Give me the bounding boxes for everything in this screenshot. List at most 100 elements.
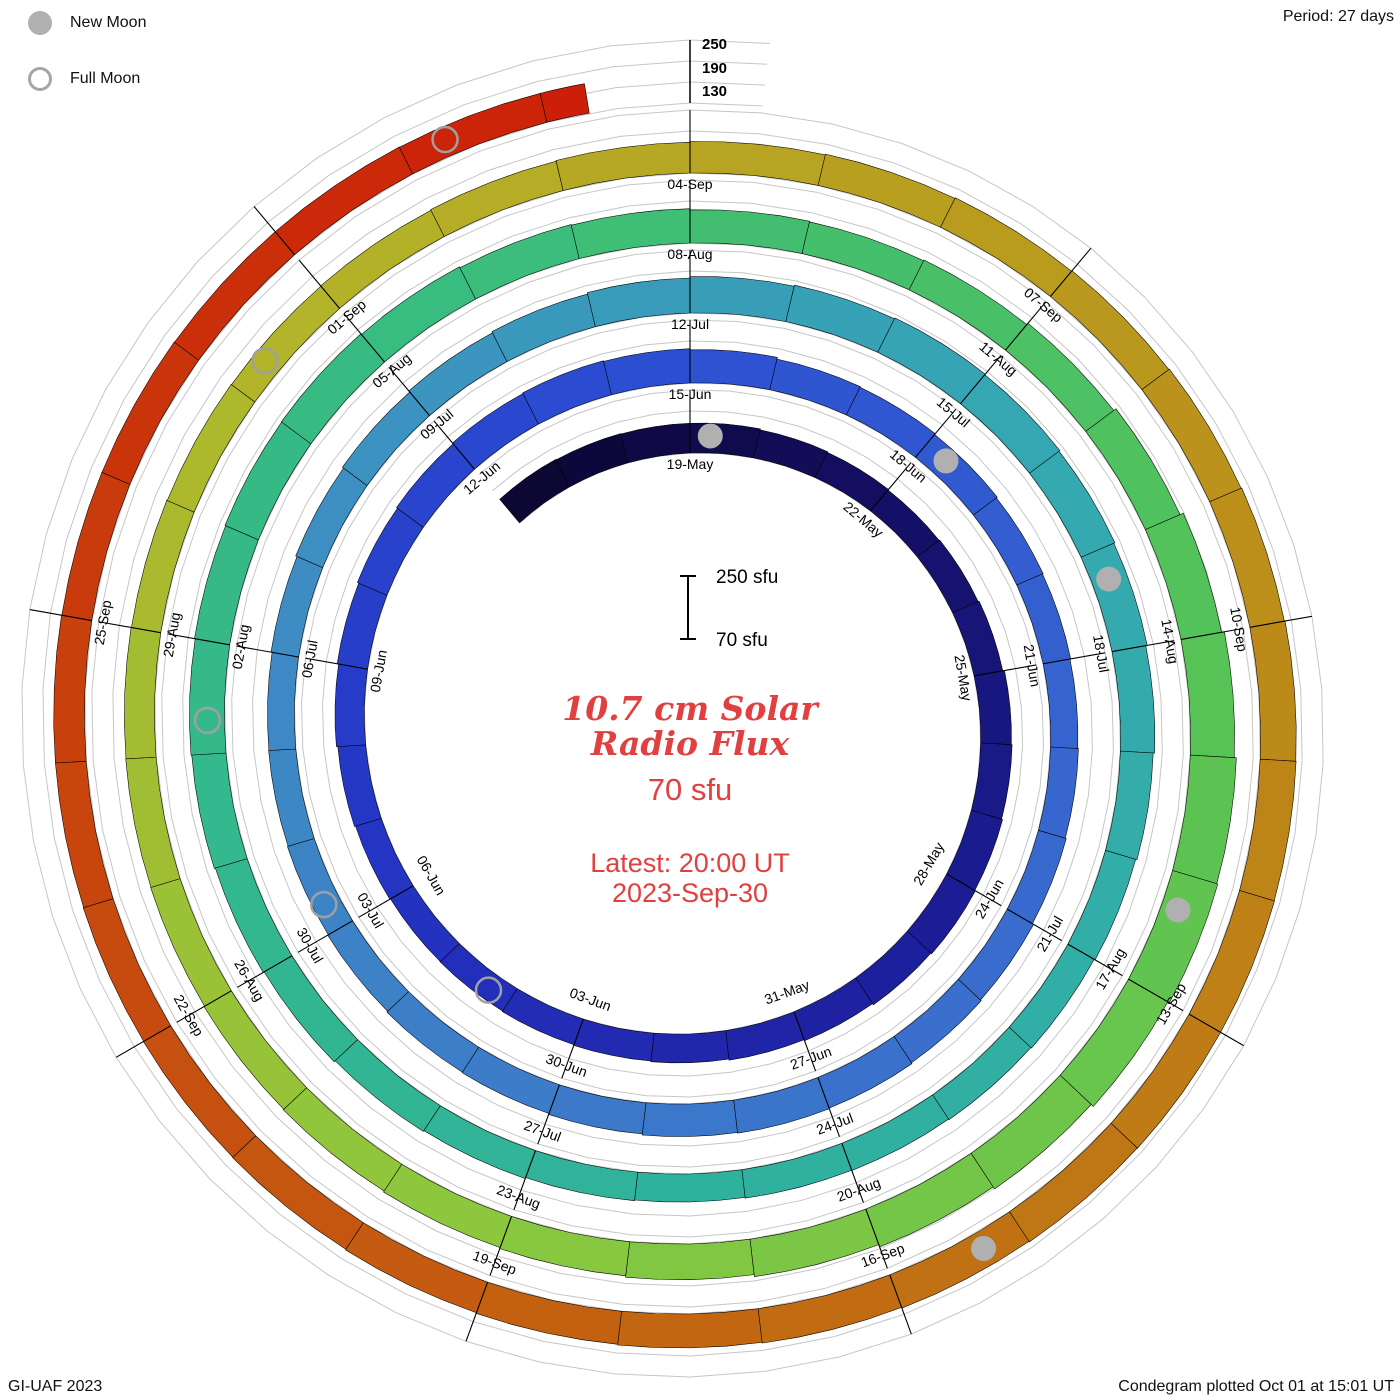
scale-top-label: 250 sfu [716,567,778,588]
period-label: Period: 27 days [1282,8,1394,25]
day-boundary-tick [388,366,430,416]
day-boundary-tick [865,1208,888,1269]
date-label: 10-Sep [1227,606,1251,653]
flux-day-segment [430,160,564,237]
full-moon-marker [251,347,279,375]
date-label: 20-Aug [835,1174,883,1204]
scale-bottom-label: 70 sfu [716,630,768,651]
flux-day-segment [1085,408,1181,530]
day-boundary-tick [793,1011,817,1072]
day-boundary-tick [1249,615,1313,628]
day-boundary-tick [297,920,353,953]
date-label: 15-Jun [669,386,712,402]
flux-day-segment [1172,754,1237,885]
date-label: 14-Aug [1158,618,1182,665]
day-boundary-tick [1180,627,1244,640]
day-boundary-tick [870,462,912,512]
flux-day-segment [1209,487,1285,628]
moon-legend: New Moon Full Moon [28,8,146,120]
new-moon-icon [28,11,52,35]
date-label: 12-Jul [671,316,709,332]
flux-day-segment [757,1274,902,1344]
flux-day-segment [459,224,580,300]
flux-day-segment [191,752,248,869]
flux-day-segment [499,458,571,524]
day-boundary-tick [237,955,293,988]
flux-day-segment [817,1036,913,1109]
day-boundary-tick [98,621,161,634]
flux-day-segment [1006,829,1067,925]
full-moon-label: Full Moon [70,70,141,87]
flux-day-segment [749,1208,880,1278]
day-boundary-tick [29,609,92,622]
flux-day-segment [1105,750,1154,861]
date-label: 09-Jun [367,649,390,694]
flux-day-segment [131,499,195,634]
date-label: 30-Jun [544,1050,590,1080]
day-boundary-tick [298,259,340,309]
date-label: 03-Jun [568,984,614,1014]
flux-day-segment [573,1018,655,1062]
day-boundary-tick [236,645,299,658]
day-boundary-tick [1128,978,1184,1012]
flux-day-segment [361,266,476,363]
flux-day-segment [491,293,596,362]
flux-day-segment [841,1094,949,1171]
date-label: 18-Jul [1090,633,1112,673]
date-label: 03-Jul [354,890,387,931]
date-label: 06-Jun [414,853,449,898]
flux-day-segment [932,1026,1032,1121]
credit-label: GI-UAF 2023 [8,1378,103,1395]
moon-marker-layer [193,125,1191,1261]
day-boundary-tick [253,206,295,256]
date-label: 23-Aug [495,1181,543,1211]
day-boundary-tick [889,1274,912,1335]
flux-day-segment [295,467,368,568]
day-boundary-tick [537,1084,560,1145]
flux-day-segment [957,908,1034,1001]
day-boundary-tick [915,408,957,458]
date-label: 19-May [667,456,714,472]
day-boundary-tick [176,990,232,1023]
day-boundary-tick [513,1150,536,1211]
flux-day-segment [461,1046,560,1114]
flux-day-segment [267,651,299,751]
date-label: 08-Aug [667,246,712,262]
new-moon-marker [933,448,959,474]
flux-day-segment [150,878,232,1007]
tick-layer [29,110,1313,1342]
day-boundary-tick [1111,640,1175,653]
flux-day-segment [960,374,1061,474]
flux-day-segment [650,1030,730,1064]
date-label: 02-Aug [229,623,253,670]
day-boundary-tick [489,1216,513,1276]
flux-day-segment [1038,746,1079,839]
flux-day-segment [189,638,231,756]
new-moon-marker [1165,897,1191,923]
flux-day-segment [971,742,1013,820]
grid-spiral-250 [21,39,1324,1378]
day-boundary-tick [561,1018,584,1079]
day-boundary-tick [167,633,230,646]
day-boundary-tick [946,873,1002,907]
flux-day-segment [522,360,612,425]
flux-day-segment [634,1169,746,1203]
day-boundary-tick [1067,943,1123,977]
flux-day-segment [617,1308,763,1349]
flux-day-segment [55,760,114,908]
flux-day-segment [334,663,368,747]
date-label: 31-May [762,977,811,1008]
day-boundary-tick [465,1281,489,1342]
date-label: 06-Jul [298,639,320,679]
plotted-note: Condegram plotted Oct 01 at 15:01 UT [1118,1378,1394,1395]
flux-day-segment [689,276,795,322]
legend-new-moon: New Moon [28,8,146,38]
date-label: 04-Sep [667,176,712,192]
day-boundary-tick [817,1077,841,1137]
flux-day-segment [801,221,925,291]
date-label: 21-Jun [1021,643,1044,688]
flux-day-segment [1145,512,1222,640]
day-boundary-tick [960,355,1002,405]
flux-day-segment [548,1084,647,1135]
